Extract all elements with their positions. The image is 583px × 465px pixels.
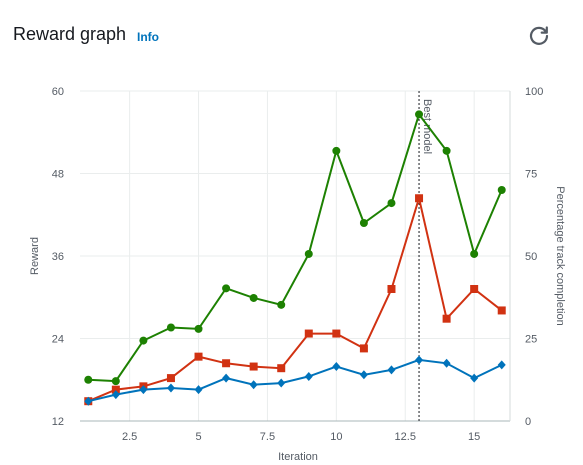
chart-header: Reward graph Info <box>13 22 583 52</box>
data-point <box>470 373 479 383</box>
x-tick-label: 10 <box>330 431 342 443</box>
y-tick-label: 12 <box>52 416 64 428</box>
x-axis-title: Iteration <box>278 451 318 463</box>
data-point <box>387 365 396 375</box>
axes: 12 24 36 48 60 0 25 50 75 100 2.5 5 7.5 10 12.5 15 Itera… <box>29 86 566 463</box>
series-line <box>88 358 503 403</box>
x-tick-label: 15 <box>468 431 480 443</box>
data-point <box>359 219 368 227</box>
data-point <box>332 329 341 338</box>
x-tick-label: 2.5 <box>122 431 137 443</box>
x-tick-label: 12.5 <box>395 431 416 443</box>
y-tick-label: 48 <box>52 169 64 181</box>
series-line <box>88 112 503 383</box>
data-point <box>497 360 506 370</box>
y2-tick-label: 75 <box>525 169 537 181</box>
data-point <box>249 380 258 390</box>
info-link[interactable]: Info <box>137 30 159 44</box>
series-2 <box>84 355 506 406</box>
data-point <box>194 352 203 361</box>
data-point <box>332 146 341 155</box>
data-point <box>277 364 286 373</box>
data-point <box>359 370 368 380</box>
y2-tick-label: 25 <box>525 334 537 346</box>
y2-tick-label: 100 <box>525 86 543 98</box>
data-point <box>497 186 506 194</box>
data-point <box>166 374 175 383</box>
data-point <box>304 249 313 258</box>
data-point <box>139 385 148 395</box>
data-point <box>359 344 368 353</box>
data-point <box>249 362 258 371</box>
data-point <box>194 385 203 395</box>
data-point <box>166 383 175 393</box>
data-point <box>442 314 451 323</box>
series-layer <box>84 110 506 406</box>
data-point <box>470 285 479 293</box>
data-point <box>222 359 231 368</box>
data-point <box>415 110 424 119</box>
data-point <box>222 284 231 293</box>
data-point <box>166 323 175 332</box>
y-tick-label: 36 <box>52 251 64 263</box>
y-tick-label: 24 <box>52 334 64 346</box>
y2-tick-label: 0 <box>525 416 531 428</box>
data-point <box>84 375 93 384</box>
refresh-icon <box>529 26 549 45</box>
y-tick-label: 60 <box>52 86 64 98</box>
y-axis-title: Reward <box>29 237 41 275</box>
data-point <box>387 199 396 208</box>
data-point <box>415 194 424 203</box>
page-title: Reward graph <box>13 24 127 44</box>
data-point <box>415 355 424 365</box>
data-point <box>194 324 203 333</box>
data-point <box>277 300 286 309</box>
y2-axis-title: Percentage track completion <box>554 186 566 325</box>
series-line <box>87 194 503 403</box>
data-point <box>222 373 231 383</box>
data-point <box>111 377 120 386</box>
data-point <box>304 371 313 381</box>
data-point <box>111 385 120 394</box>
data-point <box>84 396 93 406</box>
data-point <box>277 378 286 388</box>
x-tick-label: 7.5 <box>260 431 275 443</box>
grid <box>80 90 510 422</box>
data-point <box>470 249 479 258</box>
x-tick-label: 5 <box>195 431 201 443</box>
data-point <box>387 285 396 293</box>
data-point <box>497 306 506 315</box>
series-1 <box>84 194 506 406</box>
data-point <box>304 329 313 338</box>
data-point <box>249 293 258 302</box>
y2-tick-label: 50 <box>525 251 537 263</box>
data-point <box>442 358 451 368</box>
refresh-button[interactable] <box>527 24 551 48</box>
data-point <box>442 146 451 155</box>
data-point <box>332 362 341 372</box>
data-point <box>139 336 148 345</box>
data-point <box>111 390 120 400</box>
series-0 <box>84 110 506 386</box>
